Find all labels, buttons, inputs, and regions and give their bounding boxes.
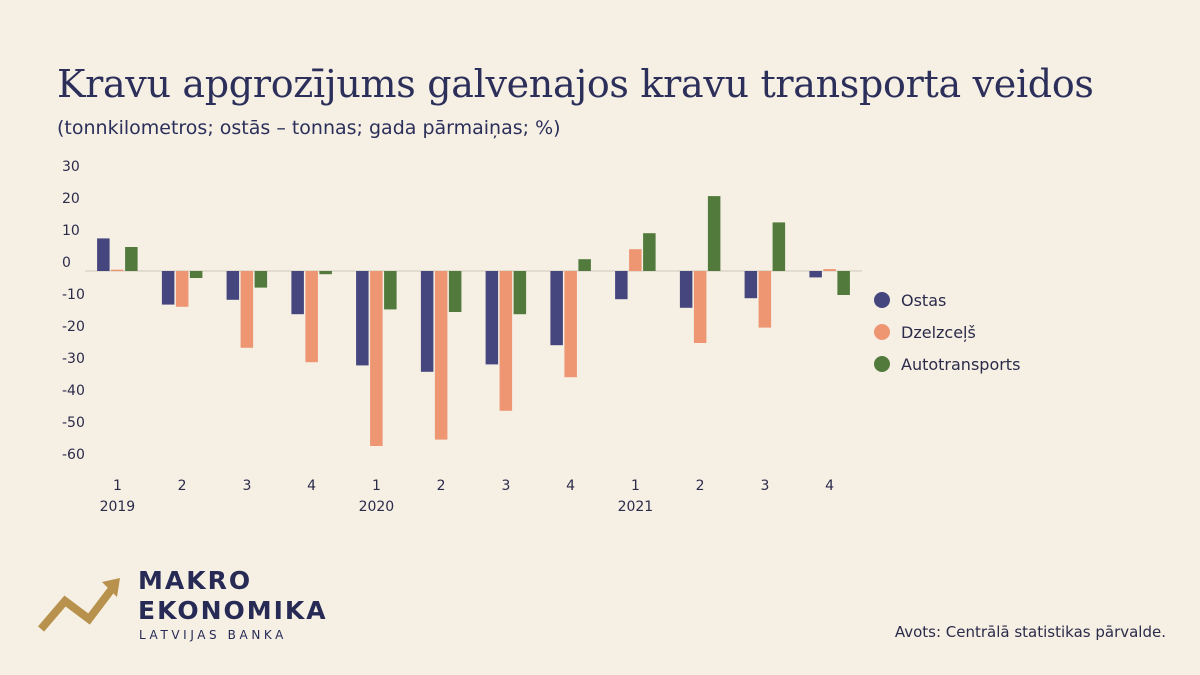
- y-tick-label: -60: [62, 447, 85, 463]
- x-year-label: 2019: [100, 499, 136, 515]
- y-tick-label: 30: [62, 159, 80, 175]
- x-axis: 1 2 3 4 1 2 3 4 1 2 3 4 2019 2020 2021: [100, 478, 835, 515]
- x-tick-label: 4: [825, 478, 834, 494]
- legend-label-ostas: Ostas: [901, 290, 947, 310]
- legend-item-dzelzcels: Dzelzceļš: [874, 316, 1020, 348]
- bar-dzelzceļš-5: [434, 271, 448, 440]
- bar-ostas-3: [291, 271, 304, 315]
- bar-autotransports-9: [707, 196, 721, 271]
- chart-subtitle: (tonnkilometros; ostās – tonnas; gada pā…: [57, 117, 561, 139]
- legend-item-ostas: Ostas: [874, 284, 1020, 316]
- bar-dzelzceļš-4: [370, 271, 383, 446]
- legend-swatch-dzelzcels: [874, 324, 890, 340]
- bar-dzelzceļš-11: [823, 269, 836, 271]
- bar-dzelzceļš-10: [758, 271, 772, 328]
- x-tick-label: 2: [696, 478, 705, 494]
- bar-dzelzceļš-3: [305, 271, 318, 363]
- x-tick-label: 4: [566, 478, 575, 494]
- bar-ostas-9: [679, 271, 693, 308]
- bar-ostas-2: [226, 271, 240, 300]
- logo-text-latvijas-banka: LATVIJAS BANKA: [139, 628, 287, 642]
- y-axis: 30 20 10 0 -10 -20 -30 -40 -50 -60: [62, 159, 85, 463]
- y-tick-label: -40: [62, 383, 85, 399]
- bar-ostas-5: [420, 271, 434, 372]
- chart-title: Kravu apgrozījums galvenajos kravu trans…: [57, 62, 1094, 106]
- legend-swatch-autotransports: [874, 356, 890, 372]
- bar-dzelzceļš-0: [111, 269, 124, 271]
- bar-dzelzceļš-2: [240, 271, 254, 348]
- x-tick-label: 3: [501, 478, 510, 494]
- x-year-label: 2021: [618, 499, 654, 515]
- x-tick-label: 2: [178, 478, 187, 494]
- bar-dzelzceļš-9: [693, 271, 707, 343]
- y-tick-label: 0: [62, 255, 71, 271]
- bar-ostas-1: [161, 271, 175, 305]
- legend: Ostas Dzelzceļš Autotransports: [874, 284, 1020, 380]
- x-tick-label: 1: [372, 478, 381, 494]
- bars: [97, 196, 850, 446]
- y-tick-label: 20: [62, 191, 80, 207]
- x-tick-label: 4: [307, 478, 316, 494]
- legend-item-autotransports: Autotransports: [874, 348, 1020, 380]
- bar-ostas-7: [550, 271, 563, 346]
- legend-swatch-ostas: [874, 292, 890, 308]
- source-note: Avots: Centrālā statistikas pārvalde.: [894, 623, 1166, 641]
- zigzag-arrow-icon: [38, 578, 120, 632]
- bar-ostas-8: [615, 271, 628, 300]
- logo-text-makro: MAKRO: [138, 566, 253, 595]
- bar-autotransports-4: [384, 271, 397, 310]
- x-tick-label: 3: [242, 478, 251, 494]
- x-tick-label: 1: [113, 478, 122, 494]
- legend-label-dzelzcels: Dzelzceļš: [901, 322, 976, 342]
- y-tick-label: -50: [62, 415, 85, 431]
- bar-ostas-10: [744, 271, 758, 299]
- bar-ostas-0: [97, 238, 110, 271]
- legend-label-autotransports: Autotransports: [901, 354, 1021, 374]
- bar-ostas-11: [809, 271, 822, 278]
- bar-ostas-6: [485, 271, 499, 365]
- bar-autotransports-0: [125, 247, 138, 271]
- x-tick-label: 1: [631, 478, 640, 494]
- logo-text-ekonomika: EKONOMIKA: [138, 596, 328, 625]
- bar-autotransports-11: [837, 271, 850, 295]
- bar-dzelzceļš-7: [564, 271, 577, 378]
- bar-dzelzceļš-8: [629, 249, 642, 271]
- bar-autotransports-1: [189, 271, 203, 278]
- x-year-label: 2020: [359, 499, 395, 515]
- bar-autotransports-5: [448, 271, 462, 312]
- bar-autotransports-8: [643, 233, 656, 271]
- bar-autotransports-10: [772, 222, 786, 271]
- bar-ostas-4: [356, 271, 369, 366]
- bar-autotransports-7: [578, 259, 591, 271]
- y-tick-label: -20: [62, 319, 85, 335]
- y-tick-label: -10: [62, 287, 85, 303]
- y-tick-label: 10: [62, 223, 80, 239]
- bar-autotransports-6: [513, 271, 527, 315]
- x-tick-label: 2: [437, 478, 446, 494]
- bar-autotransports-3: [319, 271, 332, 275]
- bar-autotransports-2: [254, 271, 268, 288]
- y-tick-label: -30: [62, 351, 85, 367]
- bar-dzelzceļš-1: [175, 271, 189, 307]
- bar-dzelzceļš-6: [499, 271, 513, 411]
- x-tick-label: 3: [760, 478, 769, 494]
